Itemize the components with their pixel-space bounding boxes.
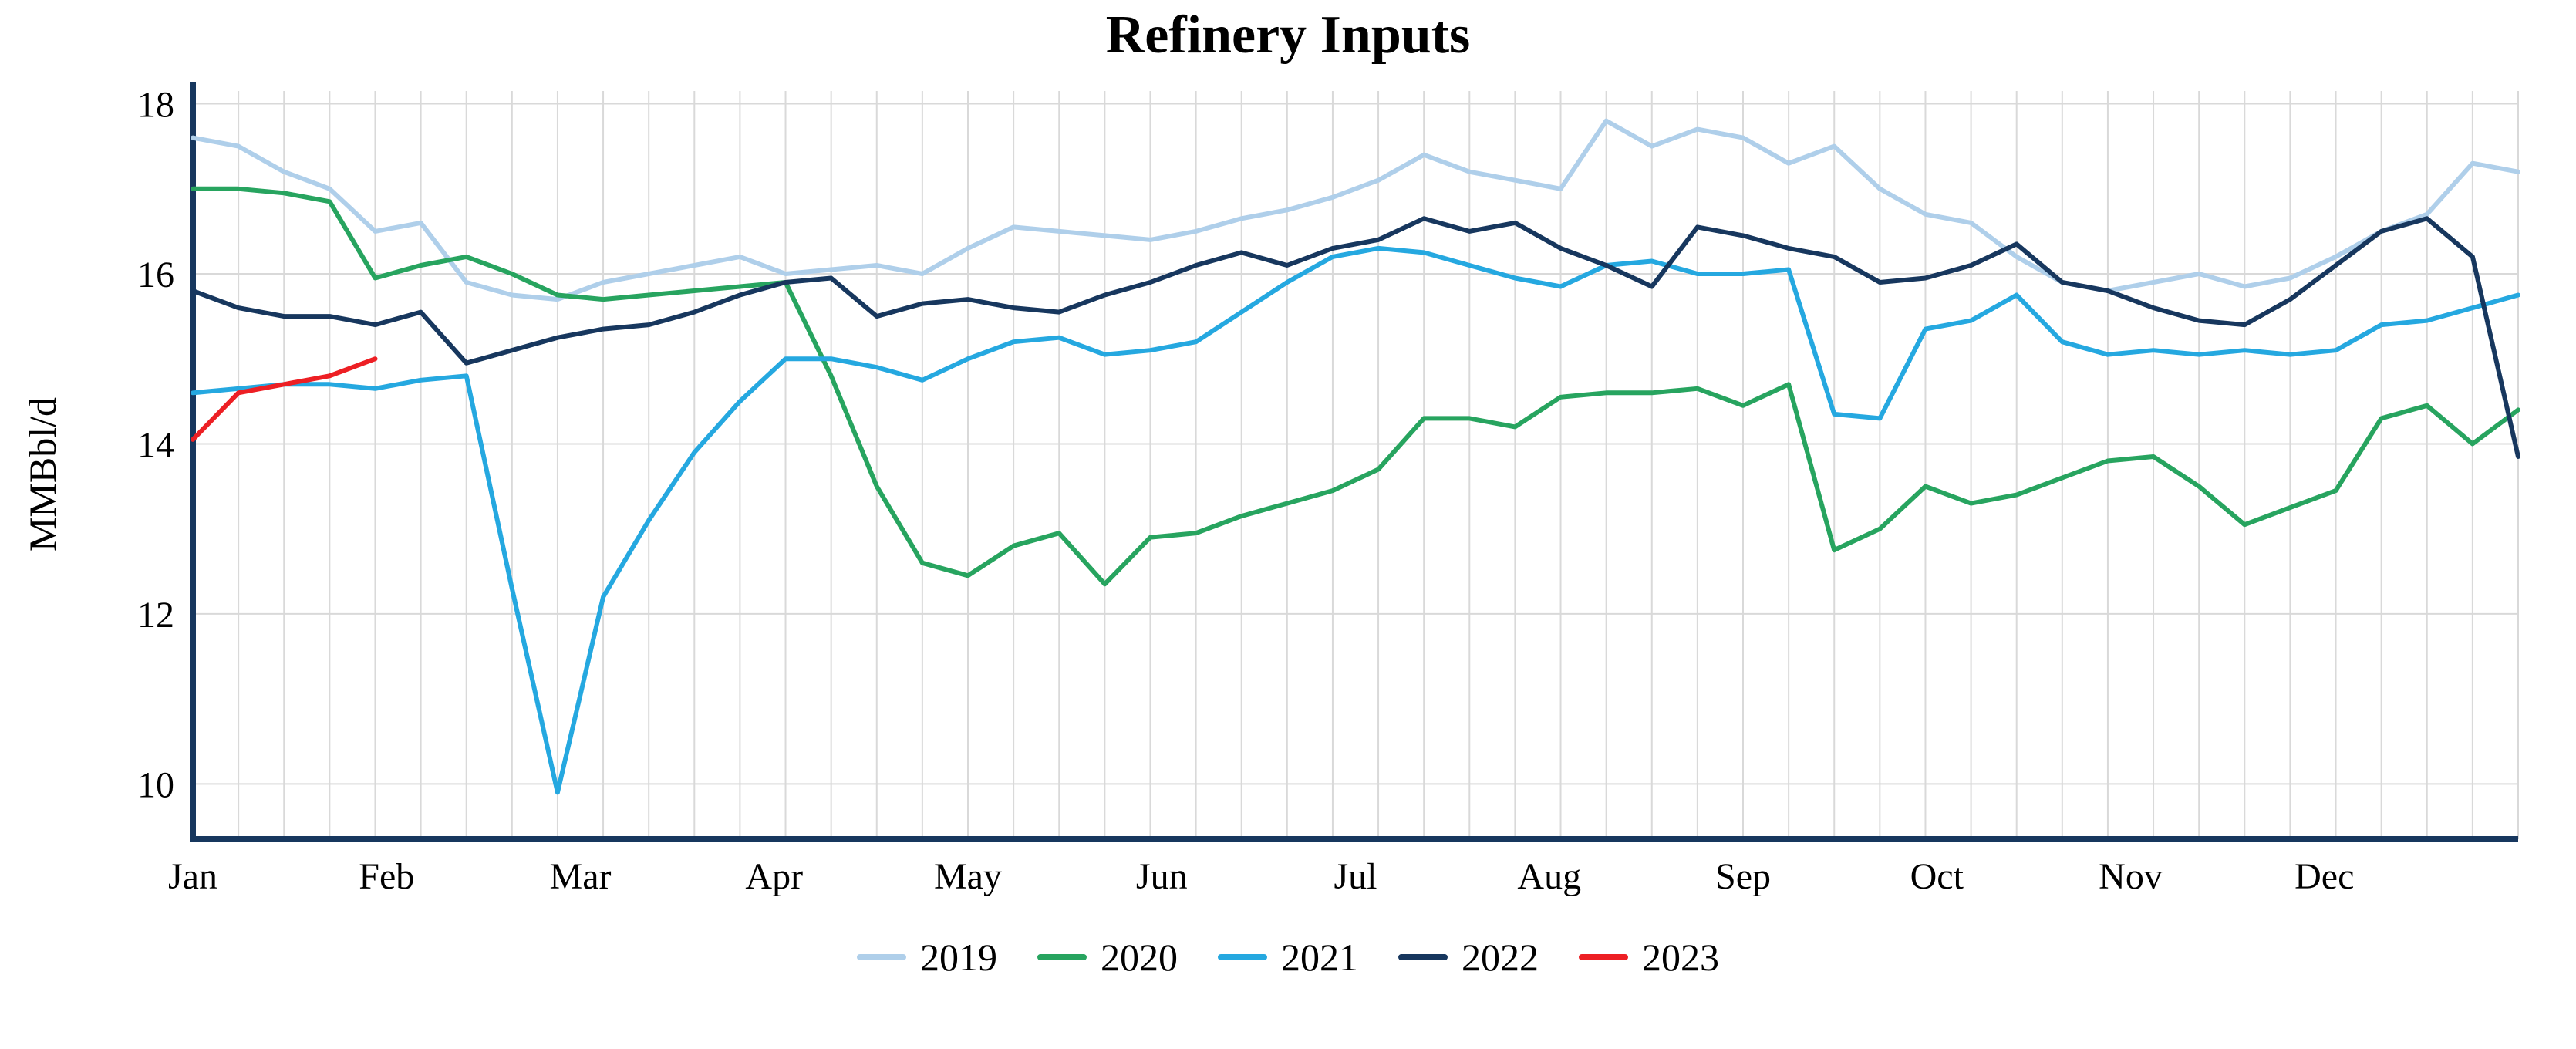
legend-item-2019: 2019 <box>857 935 997 980</box>
legend-swatch-2023 <box>1579 954 1628 960</box>
series-line-2020 <box>191 186 2520 587</box>
legend-item-2021: 2021 <box>1218 935 1358 980</box>
x-tick-label: Jun <box>1136 856 1188 897</box>
x-tick-label: May <box>934 856 1002 897</box>
x-tick-label: Apr <box>745 856 803 897</box>
series-line-2019 <box>191 118 2520 302</box>
x-tick-label: Sep <box>1715 856 1771 897</box>
x-tick-label: Nov <box>2099 856 2163 897</box>
y-tick-label: 10 <box>137 764 174 805</box>
y-tick-label: 14 <box>137 424 174 465</box>
series-line-2022 <box>191 216 2520 459</box>
x-tick-label: Mar <box>550 856 612 897</box>
legend-label-2021: 2021 <box>1281 936 1358 979</box>
legend-label-2020: 2020 <box>1101 936 1178 979</box>
x-tick-label: Jul <box>1334 856 1377 897</box>
legend-item-2022: 2022 <box>1398 935 1539 980</box>
chart-title: Refinery Inputs <box>1105 5 1471 65</box>
legend-label-2019: 2019 <box>920 936 997 979</box>
legend-label-2023: 2023 <box>1642 936 1719 979</box>
legend-swatch-2019 <box>857 954 906 960</box>
legend-item-2023: 2023 <box>1579 935 1719 980</box>
legend-label-2022: 2022 <box>1462 936 1539 979</box>
y-tick-label: 12 <box>137 595 174 636</box>
x-tick-label: Dec <box>2294 856 2354 897</box>
y-tick-label: 16 <box>137 255 174 295</box>
legend-item-2020: 2020 <box>1037 935 1178 980</box>
x-tick-label: Feb <box>359 856 414 897</box>
series-line-2021 <box>191 245 2520 795</box>
legend-swatch-2020 <box>1037 954 1087 960</box>
x-tick-label: Oct <box>1910 856 1964 897</box>
series-line-2023 <box>191 356 378 442</box>
x-tick-label: Aug <box>1517 856 1581 897</box>
legend-swatch-2021 <box>1218 954 1267 960</box>
legend-swatch-2022 <box>1398 954 1448 960</box>
x-tick-label: Jan <box>168 856 217 897</box>
y-tick-label: 18 <box>137 85 174 126</box>
chart-legend: 2019 2020 2021 2022 2023 <box>0 935 2576 980</box>
